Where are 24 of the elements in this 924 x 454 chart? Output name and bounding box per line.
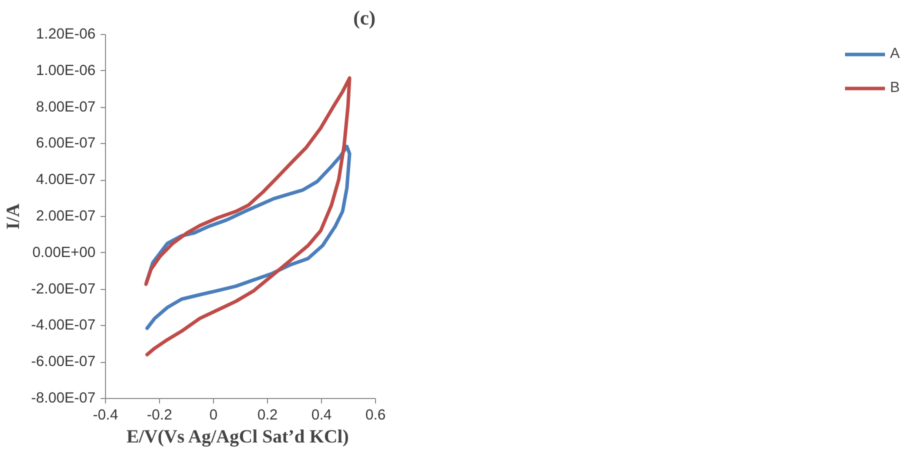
y-tick-label: 4.00E-07 bbox=[36, 172, 96, 188]
y-tick-label: -8.00E-07 bbox=[31, 390, 96, 406]
x-tick-label: -0.4 bbox=[92, 408, 118, 424]
x-tick-label: -0.2 bbox=[146, 408, 172, 424]
y-axis-title: I/A bbox=[3, 203, 24, 230]
y-tick-label: 1.00E-06 bbox=[36, 62, 96, 79]
line-series bbox=[144, 76, 352, 356]
y-tick-label: 8.00E-07 bbox=[36, 99, 96, 116]
y-tick-label: 0.00E+00 bbox=[32, 244, 96, 261]
legend-label: B bbox=[890, 80, 901, 96]
legend-label: A bbox=[890, 46, 901, 62]
x-tick-label: 0.4 bbox=[311, 408, 332, 424]
x-tick-label: 0 bbox=[209, 408, 218, 424]
x-tick-label: 0.6 bbox=[365, 408, 386, 424]
line-series bbox=[144, 144, 352, 330]
y-tick-label: 1.20E-06 bbox=[36, 26, 96, 42]
y-tick-label: -4.00E-07 bbox=[31, 318, 96, 334]
chart-title: (c) bbox=[353, 8, 376, 30]
y-tick-label: -2.00E-07 bbox=[31, 281, 96, 298]
y-tick-label: -6.00E-07 bbox=[31, 354, 96, 370]
x-axis-title: E/V(Vs Ag/AgCl Sat’d KCl) bbox=[126, 426, 349, 448]
y-tick-label: 6.00E-07 bbox=[36, 136, 96, 152]
y-tick-label: 2.00E-07 bbox=[36, 208, 96, 224]
x-tick-label: 0.2 bbox=[257, 408, 278, 424]
